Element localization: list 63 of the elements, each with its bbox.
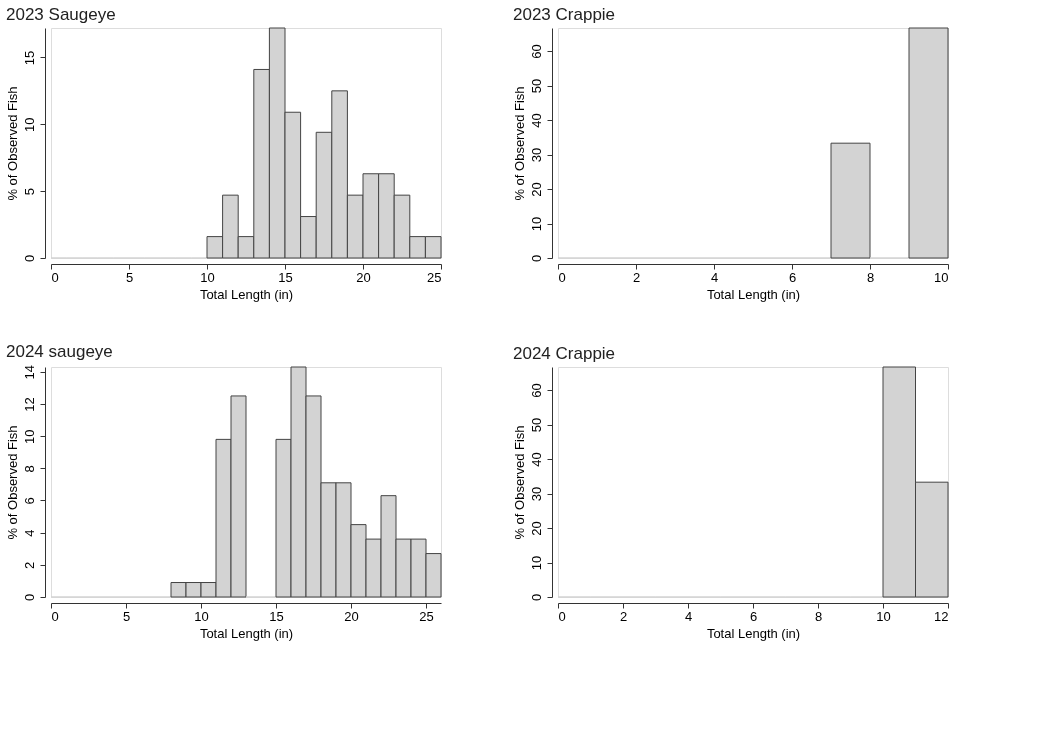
y-tick-label: 20 [528, 521, 544, 536]
y-tick-label: 0 [21, 254, 37, 263]
x-tick-label: 8 [814, 608, 823, 624]
y-tick-label: 40 [528, 452, 544, 467]
y-tick-label: 0 [528, 254, 544, 263]
x-tick-label: 0 [558, 608, 566, 624]
x-axis-title: Total Length (in) [199, 625, 294, 641]
y-axis-title: % of Observed Fish [4, 425, 20, 540]
x-tick-label: 10 [194, 608, 209, 624]
chart-title: 2023 Saugeye [6, 4, 116, 24]
x-tick-label: 12 [934, 608, 949, 624]
x-tick-label: 20 [344, 608, 359, 624]
x-tick-label: 6 [788, 269, 797, 285]
x-tick-label: 0 [51, 269, 59, 285]
x-tick-label: 15 [269, 608, 284, 624]
y-tick-label: 2 [21, 561, 37, 569]
x-tick-label: 25 [419, 608, 434, 624]
y-tick-label: 60 [528, 44, 544, 59]
y-tick-label: 4 [21, 529, 37, 537]
x-tick-label: 2 [632, 269, 641, 285]
x-tick-label: 5 [122, 608, 131, 624]
y-axis-title: % of Observed Fish [511, 425, 527, 540]
x-tick-label: 2 [619, 608, 628, 624]
x-tick-label: 4 [684, 608, 693, 624]
x-tick-label: 8 [866, 269, 875, 285]
x-tick-label: 10 [934, 269, 949, 285]
x-tick-label: 0 [51, 608, 59, 624]
x-axis-title: Total Length (in) [199, 286, 294, 302]
x-axis-title: Total Length (in) [706, 625, 801, 641]
y-tick-label: 40 [528, 113, 544, 128]
x-tick-label: 5 [125, 269, 134, 285]
x-axis-title: Total Length (in) [706, 286, 801, 302]
y-axis-title: % of Observed Fish [4, 86, 20, 201]
y-tick-label: 20 [528, 182, 544, 197]
y-tick-label: 15 [21, 50, 37, 66]
y-tick-label: 60 [528, 383, 544, 398]
x-tick-label: 25 [427, 269, 442, 285]
y-tick-label: 5 [21, 188, 37, 196]
y-tick-label: 10 [528, 555, 544, 571]
y-tick-label: 8 [21, 465, 37, 473]
y-tick-label: 6 [21, 497, 37, 505]
y-tick-label: 10 [528, 216, 544, 232]
y-tick-label: 50 [528, 78, 544, 94]
x-tick-label: 6 [749, 608, 758, 624]
y-tick-label: 10 [21, 429, 37, 444]
y-axis-title: % of Observed Fish [511, 86, 527, 201]
y-tick-label: 30 [528, 486, 544, 502]
y-tick-label: 50 [528, 417, 544, 433]
x-tick-label: 10 [200, 269, 215, 285]
x-tick-label: 15 [278, 269, 293, 285]
x-tick-label: 10 [876, 608, 891, 624]
y-tick-label: 30 [528, 147, 544, 163]
x-tick-label: 4 [710, 269, 719, 285]
x-tick-label: 0 [558, 269, 566, 285]
y-tick-label: 14 [21, 365, 37, 380]
chart-title: 2024 saugeye [6, 341, 113, 361]
y-tick-label: 0 [528, 593, 544, 602]
chart-title: 2023 Crappie [513, 4, 616, 24]
y-tick-label: 10 [21, 117, 37, 133]
y-tick-label: 12 [21, 397, 37, 412]
chart-title: 2024 Crappie [513, 343, 616, 363]
y-tick-label: 0 [21, 593, 37, 602]
x-tick-label: 20 [356, 269, 371, 285]
